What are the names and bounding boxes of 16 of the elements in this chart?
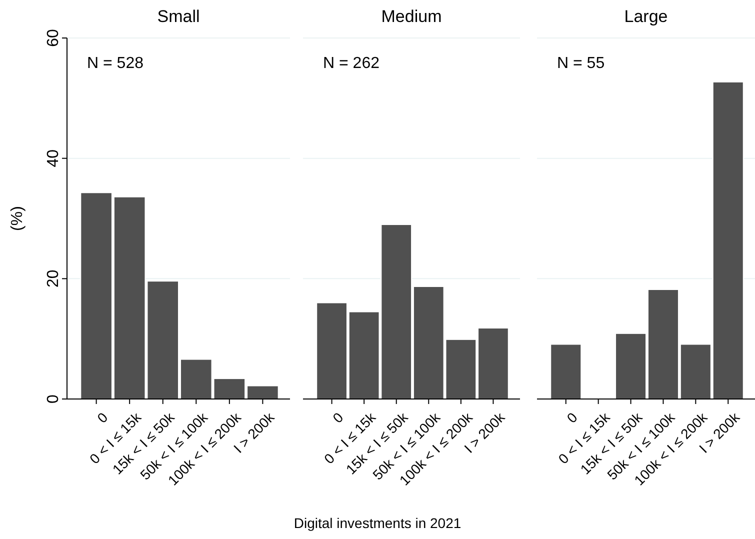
y-tick-label: 40	[45, 149, 62, 168]
y-tick-label: 20	[45, 270, 62, 288]
y-axis-title: (%)	[9, 206, 26, 231]
bar	[550, 344, 582, 400]
annotation: N = 55	[557, 55, 605, 72]
y-tick-label: 60	[45, 29, 62, 47]
chart-title: Small	[157, 7, 200, 26]
x-tick-label: 0	[564, 409, 580, 426]
chart-title: Large	[624, 7, 668, 26]
x-axis-title: Digital investments in 2021	[294, 515, 462, 531]
annotation: N = 528	[87, 55, 144, 72]
x-tick-label: 0	[94, 409, 111, 426]
x-tick-label: 0	[329, 409, 346, 426]
y-tick-label: 0	[45, 394, 62, 404]
annotation: N = 262	[323, 55, 380, 72]
chart-title: Medium	[381, 7, 442, 26]
